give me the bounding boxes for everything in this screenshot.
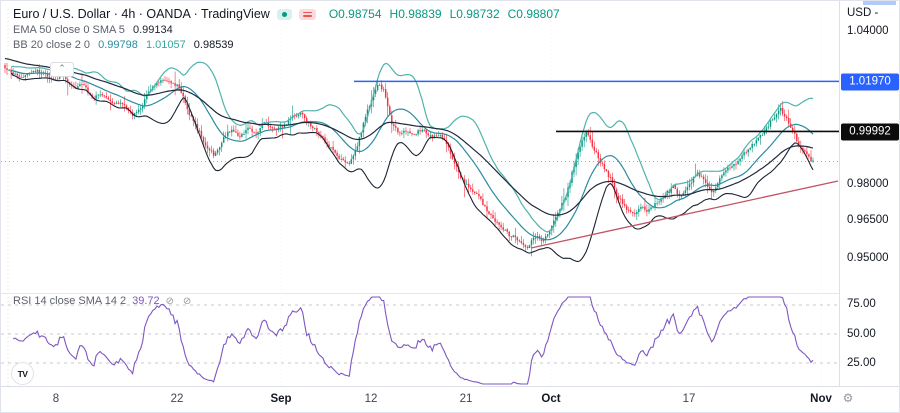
price-tick: 75.00 (847, 298, 876, 310)
bb-upper-value: 1.01057 (145, 39, 186, 51)
low-value: L0.98732 (449, 7, 500, 21)
settings-gear-icon[interactable]: ⚙ (842, 391, 854, 405)
pane-collapse-button[interactable]: ⌃ (50, 62, 74, 77)
time-tick: 17 (682, 393, 696, 405)
ema-legend-row[interactable]: EMA 50 close 0 SMA 5 0.99134 (13, 24, 560, 36)
ohlc-values: O0.98754 H0.98839 L0.98732 C0.98807 (329, 7, 560, 21)
time-tick: 21 (459, 393, 473, 405)
price-tick: 0.98000 (847, 178, 889, 190)
chart-legend: Euro / U.S. Dollar · 4h · OANDA · Tradin… (13, 7, 560, 51)
time-tick: Sep (270, 393, 292, 405)
rsi-label: RSI 14 close SMA 14 2 (13, 295, 127, 307)
bb-lower-value: 0.98539 (193, 39, 234, 51)
market-status-icon[interactable] (276, 8, 292, 20)
price-tick: 0.96500 (847, 214, 889, 226)
price-tick: 50.00 (847, 328, 876, 340)
high-value: H0.98839 (389, 7, 442, 21)
time-tick: Oct (541, 393, 561, 405)
price-level-badge: 1.01970 (841, 73, 899, 91)
list-menu-icon[interactable] (298, 8, 316, 20)
bb-label: BB 20 close 2 0 (13, 39, 91, 51)
close-value: C0.98807 (507, 7, 560, 21)
price-level-badge: 0.99992 (841, 123, 899, 141)
time-tick: 22 (170, 393, 184, 405)
symbol-title-row[interactable]: Euro / U.S. Dollar · 4h · OANDA · Tradin… (13, 7, 560, 21)
open-value: O0.98754 (328, 7, 382, 21)
hidden-series-icons: ⊘ ⊘ (165, 295, 195, 307)
symbol-title[interactable]: Euro / U.S. Dollar · 4h · OANDA · Tradin… (13, 7, 270, 21)
chart-canvas[interactable] (1, 1, 839, 413)
rsi-legend-row[interactable]: RSI 14 close SMA 14 2 39.72 ⊘ ⊘ (13, 295, 194, 307)
time-tick: Nov (810, 393, 832, 405)
menu-bar (302, 15, 312, 17)
price-axis[interactable]: USD - 1.04000 0.98000 0.96500 0.95000 75.00 5… (839, 1, 899, 412)
menu-bar (302, 11, 312, 13)
ema-value: 0.99134 (132, 24, 173, 36)
time-axis[interactable]: 8 22 Sep 12 21 Oct 17 Nov (1, 386, 899, 412)
bb-basis-value: 0.99798 (98, 39, 138, 51)
bb-legend-row[interactable]: BB 20 close 2 0 0.99798 1.01057 0.98539 (13, 39, 560, 51)
top-right-accent-strip (863, 1, 896, 5)
price-tick: 25.00 (847, 357, 876, 369)
ema-label: EMA 50 close 0 SMA 5 (13, 24, 125, 36)
time-tick: 12 (364, 393, 378, 405)
price-tick: 0.95000 (847, 252, 889, 264)
rsi-value: 39.72 (132, 295, 160, 307)
currency-unit-label[interactable]: USD - (847, 7, 879, 19)
time-tick: 8 (52, 393, 60, 405)
status-dot-icon (281, 11, 287, 17)
tradingview-logo[interactable]: TV (11, 362, 34, 385)
price-tick: 1.04000 (847, 25, 889, 37)
